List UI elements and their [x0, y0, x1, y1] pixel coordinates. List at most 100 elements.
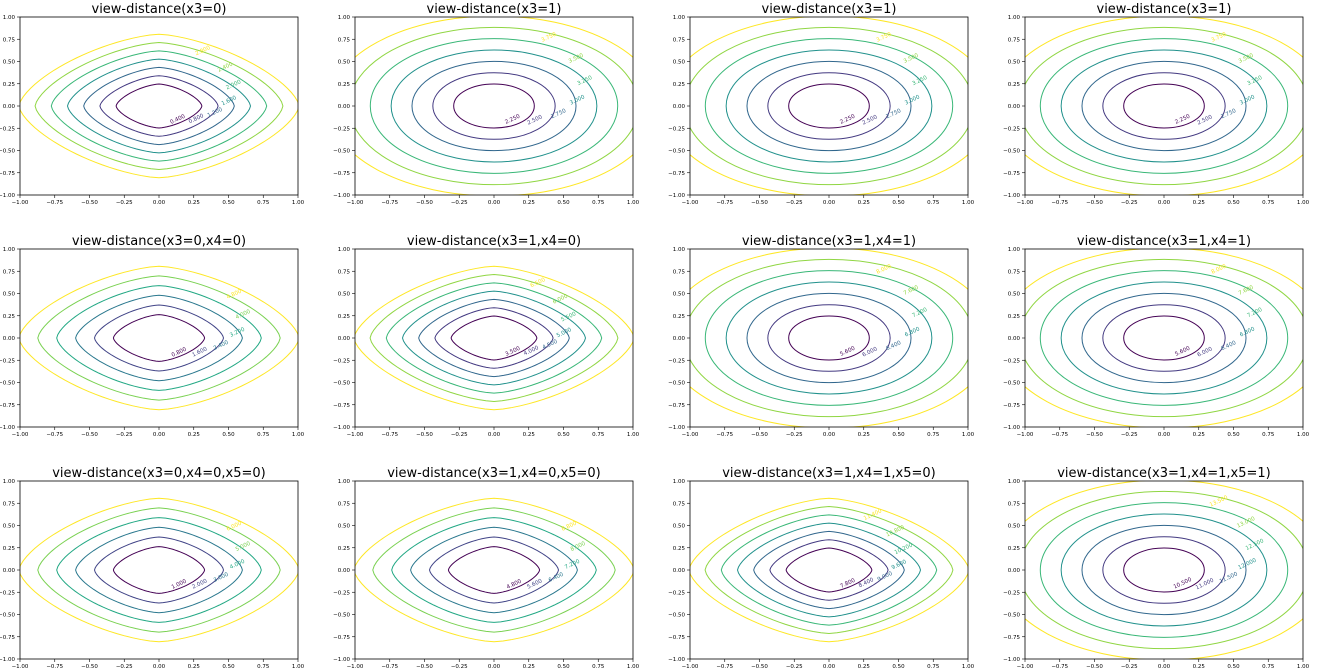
contour-level-9.6: [736, 522, 922, 618]
subplot-title: view-distance(x3=1,x4=1): [742, 234, 916, 249]
y-tick-label: −0.50: [668, 381, 685, 387]
x-tick-label: 0.75: [592, 664, 605, 670]
contour-level-3.25: [704, 38, 954, 174]
y-tick-label: −1.00: [668, 425, 685, 431]
x-tick-label: −0.75: [716, 432, 733, 438]
contour-level-3.25: [369, 38, 619, 174]
y-tick-label: −1.00: [1003, 193, 1020, 199]
y-tick-label: −1.00: [1003, 425, 1020, 431]
contour-level-11: [1102, 536, 1226, 604]
y-tick-label: −0.25: [333, 126, 350, 132]
y-tick-label: 0.75: [673, 37, 686, 43]
x-tick-label: −1.00: [682, 200, 699, 206]
x-tick-label: −0.25: [786, 200, 803, 206]
contour-lines: [690, 249, 968, 427]
y-tick-label: −0.75: [333, 171, 350, 177]
x-tick-label: 0.25: [523, 200, 536, 206]
contour-lines: [355, 265, 633, 411]
y-tick-label: −1.00: [0, 425, 15, 431]
contour-level-6: [767, 304, 891, 372]
x-tick-label: 0.75: [927, 664, 940, 670]
y-tick-label: 0.50: [338, 292, 351, 298]
y-tick-label: 1.00: [3, 479, 16, 485]
y-tick-label: −0.25: [668, 126, 685, 132]
x-tick-label: 1.00: [1297, 664, 1310, 670]
y-tick-label: 0.00: [1008, 336, 1021, 342]
y-tick-label: 0.50: [1008, 524, 1021, 530]
x-tick-label: 0.00: [1158, 664, 1171, 670]
x-tick-label: 0.75: [927, 200, 940, 206]
contour-lines: [1025, 17, 1303, 195]
x-tick-label: −0.75: [1051, 432, 1068, 438]
x-tick-label: 0.25: [858, 664, 871, 670]
contour-level-5.6: [1123, 315, 1205, 361]
contour-level-2.75: [1081, 60, 1247, 152]
contour-level-3.5: [450, 315, 538, 361]
x-tick-label: 0.00: [488, 200, 501, 206]
y-tick-label: −1.00: [333, 657, 350, 663]
y-tick-label: −0.50: [0, 381, 15, 387]
y-tick-label: 0.75: [1008, 501, 1021, 507]
subplot-title: view-distance(x3=0): [92, 2, 227, 17]
x-tick-label: 0.00: [153, 664, 166, 670]
y-tick-label: −0.50: [1003, 149, 1020, 155]
contour-level-6.4: [1081, 292, 1247, 384]
x-tick-label: 0.50: [1227, 200, 1240, 206]
contour-level-10.5: [1123, 547, 1205, 593]
contour-level-10.2: [720, 514, 938, 626]
contour-level-2.25: [453, 83, 535, 129]
contour-level-9: [753, 530, 905, 610]
y-tick-label: −0.50: [1003, 381, 1020, 387]
contour-level-3.25: [1039, 38, 1289, 174]
contour-level-6.8: [725, 281, 933, 395]
y-tick-label: 0.75: [673, 501, 686, 507]
x-tick-label: −0.25: [1121, 664, 1138, 670]
contour-level-2.75: [746, 60, 912, 152]
y-tick-label: −0.75: [668, 403, 685, 409]
y-tick-label: 0.25: [1008, 82, 1021, 88]
x-tick-label: 0.75: [1262, 664, 1275, 670]
y-tick-label: 0.50: [673, 292, 686, 298]
y-tick-label: 0.00: [1008, 568, 1021, 574]
y-tick-label: 1.00: [338, 479, 351, 485]
contour-lines: [20, 497, 298, 643]
y-tick-label: −1.00: [0, 193, 15, 199]
y-tick-label: 0.25: [673, 314, 686, 320]
y-tick-label: −1.00: [1003, 657, 1020, 663]
x-tick-label: −1.00: [12, 200, 29, 206]
contour-level-3: [725, 49, 933, 163]
x-tick-label: 0.25: [523, 664, 536, 670]
subplot-9: view-distance(x3=0,x4=0,x5=0)1.000 2.0003…: [0, 466, 305, 670]
x-tick-label: −0.75: [716, 664, 733, 670]
x-tick-label: −0.50: [1086, 200, 1103, 206]
x-tick-label: 0.75: [1262, 200, 1275, 206]
y-tick-label: 0.50: [673, 524, 686, 530]
y-tick-label: 0.00: [3, 568, 16, 574]
x-tick-label: −0.50: [751, 432, 768, 438]
contour-level-2.25: [788, 83, 870, 129]
y-tick-label: 0.25: [3, 82, 16, 88]
y-tick-label: 0.50: [338, 524, 351, 530]
x-tick-label: −0.75: [716, 200, 733, 206]
y-tick-label: 1.00: [338, 247, 351, 253]
x-tick-label: 0.00: [823, 432, 836, 438]
x-tick-label: 1.00: [627, 664, 640, 670]
x-tick-label: 0.75: [592, 200, 605, 206]
contour-level-5: [401, 290, 587, 386]
contour-level-6: [1102, 304, 1226, 372]
x-tick-label: −0.25: [451, 200, 468, 206]
x-tick-label: 0.25: [188, 200, 201, 206]
contour-level-1: [112, 546, 206, 594]
contour-level-4: [56, 517, 262, 623]
y-tick-label: 0.00: [673, 104, 686, 110]
subplot-title: view-distance(x3=0,x4=0,x5=0): [52, 466, 266, 481]
contour-level-8: [372, 507, 616, 633]
x-tick-label: 0.75: [257, 200, 270, 206]
subplot-title: view-distance(x3=1,x4=1,x5=1): [1057, 466, 1271, 481]
contour-level-0.4: [115, 83, 203, 129]
contour-lines: [355, 17, 633, 195]
y-tick-label: 0.25: [673, 546, 686, 552]
y-tick-label: 0.50: [3, 60, 16, 66]
contour-level-5: [37, 507, 281, 633]
contour-level-11.5: [1081, 524, 1247, 616]
